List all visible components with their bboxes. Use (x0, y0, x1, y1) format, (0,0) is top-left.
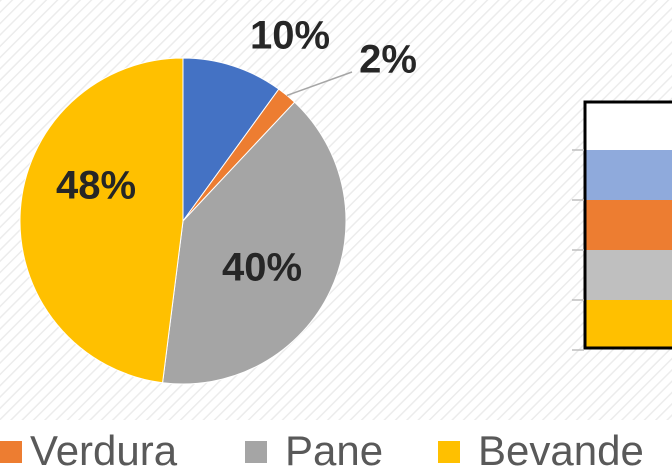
data-label: 48% (56, 164, 136, 208)
side-band (585, 150, 672, 200)
legend-swatch (438, 441, 460, 463)
pie-slice (19, 57, 184, 384)
side-band (585, 102, 672, 150)
legend-swatch (245, 441, 267, 463)
legend-swatch (0, 441, 22, 463)
data-label: 10% (250, 14, 330, 58)
data-label: 40% (222, 246, 302, 290)
pie-slice (182, 57, 280, 223)
pie-slice (162, 101, 347, 385)
data-label: 2% (359, 38, 417, 82)
side-band (585, 300, 672, 348)
legend-label: Pane (285, 427, 383, 474)
side-chart (572, 100, 672, 351)
legend-label: Verdura (30, 427, 178, 474)
side-band (585, 200, 672, 250)
side-frame (583, 100, 672, 350)
legend-label: Bevande (478, 427, 644, 474)
side-band (585, 250, 672, 300)
leader-line (286, 71, 353, 97)
